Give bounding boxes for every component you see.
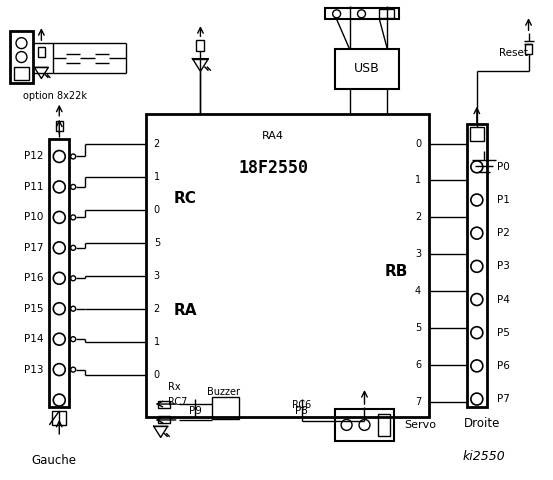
Text: 0: 0 [154,205,160,215]
Bar [335,49,399,89]
Text: P4: P4 [497,295,510,304]
Bar [325,8,399,19]
Text: 5: 5 [154,238,160,248]
Text: P12: P12 [24,152,43,161]
Text: P7: P7 [497,394,510,404]
Text: 1: 1 [154,172,160,181]
Text: 4: 4 [415,286,421,296]
Text: P3: P3 [497,261,510,271]
Bar [525,44,532,54]
Bar [196,40,205,50]
Bar [56,120,62,131]
Text: P8: P8 [295,406,308,416]
Text: 3: 3 [154,271,160,281]
Text: Rx: Rx [168,382,180,392]
Text: 2: 2 [154,304,160,314]
Text: 3: 3 [415,249,421,259]
Text: Servo: Servo [404,420,436,430]
Bar [9,31,33,83]
Text: RC6: RC6 [292,400,311,410]
Text: P10: P10 [24,212,43,222]
Text: 18F2550: 18F2550 [238,159,308,178]
Bar [378,414,390,436]
Text: Gauche: Gauche [32,454,77,467]
Bar [49,139,69,407]
Bar [146,114,429,417]
Text: RB: RB [384,264,408,279]
Bar [467,124,487,407]
Bar [38,47,45,57]
Text: P17: P17 [24,243,43,253]
Text: P9: P9 [189,406,202,416]
Text: USB: USB [354,62,380,75]
Text: P15: P15 [24,304,43,314]
Bar [212,397,239,419]
Text: Buzzer: Buzzer [207,387,241,397]
Bar [13,67,29,80]
Text: P13: P13 [24,365,43,374]
Text: 2: 2 [154,139,160,149]
Text: 0: 0 [154,370,160,380]
Bar [470,127,484,141]
Text: Droite: Droite [463,418,500,431]
Text: RA4: RA4 [262,131,284,141]
Text: P1: P1 [497,195,510,205]
Text: P16: P16 [24,273,43,283]
Bar [335,409,394,441]
Text: 0: 0 [415,139,421,149]
Text: 1: 1 [415,176,421,185]
Text: RC7: RC7 [168,397,187,407]
Text: 5: 5 [415,323,421,333]
Text: P5: P5 [497,328,510,338]
Text: Reset: Reset [499,48,528,58]
Text: RA: RA [174,303,197,318]
Bar [379,9,394,18]
Text: 1: 1 [154,337,160,347]
Text: P6: P6 [497,361,510,371]
Text: option 8x22k: option 8x22k [23,91,87,101]
Text: P0: P0 [497,162,509,172]
Text: 2: 2 [415,213,421,222]
Bar [158,401,170,408]
Text: 6: 6 [415,360,421,370]
Text: 7: 7 [415,397,421,407]
Text: ki2550: ki2550 [462,450,505,463]
Text: P11: P11 [24,182,43,192]
Bar [158,417,170,423]
Text: RC: RC [174,191,196,206]
Text: P14: P14 [24,334,43,344]
Bar [53,411,66,425]
Text: P2: P2 [497,228,510,238]
